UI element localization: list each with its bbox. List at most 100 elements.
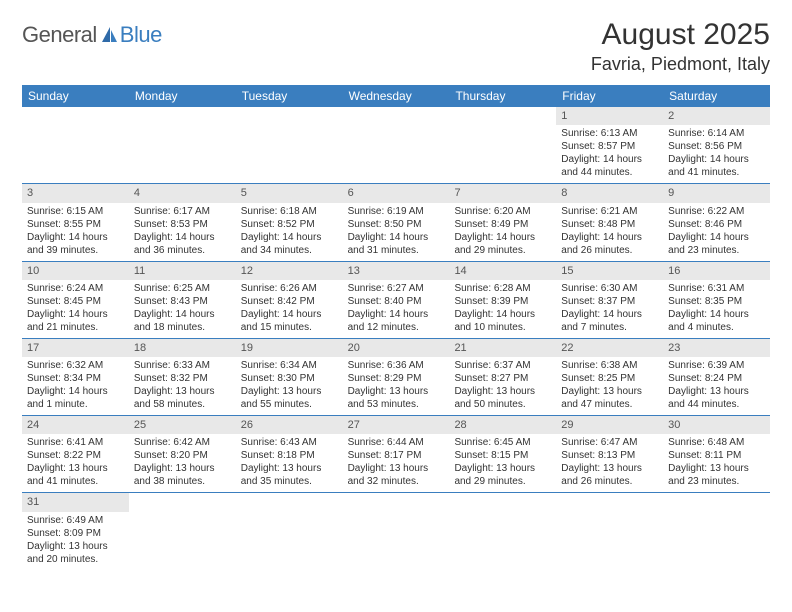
day-info: Sunrise: 6:41 AMSunset: 8:22 PMDaylight:…: [22, 434, 129, 492]
day-cell: 5Sunrise: 6:18 AMSunset: 8:52 PMDaylight…: [236, 184, 343, 260]
daylight-text: Daylight: 13 hours and 35 minutes.: [241, 462, 338, 488]
day-header-wed: Wednesday: [343, 85, 450, 107]
day-cell: 16Sunrise: 6:31 AMSunset: 8:35 PMDayligh…: [663, 262, 770, 338]
day-info: Sunrise: 6:19 AMSunset: 8:50 PMDaylight:…: [343, 203, 450, 261]
daylight-text: Daylight: 14 hours and 31 minutes.: [348, 231, 445, 257]
day-cell: 22Sunrise: 6:38 AMSunset: 8:25 PMDayligh…: [556, 339, 663, 415]
day-info: Sunrise: 6:45 AMSunset: 8:15 PMDaylight:…: [449, 434, 556, 492]
sunset-text: Sunset: 8:09 PM: [27, 527, 124, 540]
day-info: Sunrise: 6:34 AMSunset: 8:30 PMDaylight:…: [236, 357, 343, 415]
daylight-text: Daylight: 13 hours and 58 minutes.: [134, 385, 231, 411]
day-cell: [343, 493, 450, 569]
day-number: 18: [129, 339, 236, 357]
month-title: August 2025: [591, 18, 770, 52]
sunset-text: Sunset: 8:42 PM: [241, 295, 338, 308]
daylight-text: Daylight: 13 hours and 29 minutes.: [454, 462, 551, 488]
day-info: Sunrise: 6:25 AMSunset: 8:43 PMDaylight:…: [129, 280, 236, 338]
day-cell: [449, 107, 556, 183]
daylight-text: Daylight: 13 hours and 23 minutes.: [668, 462, 765, 488]
calendar: Sunday Monday Tuesday Wednesday Thursday…: [22, 85, 770, 570]
day-cell: 30Sunrise: 6:48 AMSunset: 8:11 PMDayligh…: [663, 416, 770, 492]
sunrise-text: Sunrise: 6:13 AM: [561, 127, 658, 140]
week-row: 31Sunrise: 6:49 AMSunset: 8:09 PMDayligh…: [22, 493, 770, 569]
daylight-text: Daylight: 13 hours and 20 minutes.: [27, 540, 124, 566]
sunset-text: Sunset: 8:18 PM: [241, 449, 338, 462]
sunrise-text: Sunrise: 6:14 AM: [668, 127, 765, 140]
day-cell: 11Sunrise: 6:25 AMSunset: 8:43 PMDayligh…: [129, 262, 236, 338]
daylight-text: Daylight: 14 hours and 23 minutes.: [668, 231, 765, 257]
sunset-text: Sunset: 8:30 PM: [241, 372, 338, 385]
day-info: Sunrise: 6:38 AMSunset: 8:25 PMDaylight:…: [556, 357, 663, 415]
daylight-text: Daylight: 14 hours and 41 minutes.: [668, 153, 765, 179]
daylight-text: Daylight: 14 hours and 21 minutes.: [27, 308, 124, 334]
sunrise-text: Sunrise: 6:32 AM: [27, 359, 124, 372]
sunrise-text: Sunrise: 6:24 AM: [27, 282, 124, 295]
logo-text-general: General: [22, 22, 97, 48]
day-number: 1: [556, 107, 663, 125]
page-header: General Blue August 2025 Favria, Piedmon…: [22, 18, 770, 75]
day-cell: 20Sunrise: 6:36 AMSunset: 8:29 PMDayligh…: [343, 339, 450, 415]
daylight-text: Daylight: 14 hours and 12 minutes.: [348, 308, 445, 334]
day-number: 5: [236, 184, 343, 202]
day-info: Sunrise: 6:47 AMSunset: 8:13 PMDaylight:…: [556, 434, 663, 492]
daylight-text: Daylight: 14 hours and 34 minutes.: [241, 231, 338, 257]
day-number: 6: [343, 184, 450, 202]
daylight-text: Daylight: 13 hours and 50 minutes.: [454, 385, 551, 411]
day-info: Sunrise: 6:30 AMSunset: 8:37 PMDaylight:…: [556, 280, 663, 338]
day-info: Sunrise: 6:39 AMSunset: 8:24 PMDaylight:…: [663, 357, 770, 415]
sunrise-text: Sunrise: 6:21 AM: [561, 205, 658, 218]
day-header-fri: Friday: [556, 85, 663, 107]
sail-icon: [99, 25, 119, 45]
sunset-text: Sunset: 8:43 PM: [134, 295, 231, 308]
day-number: 2: [663, 107, 770, 125]
day-cell: [22, 107, 129, 183]
day-number: 13: [343, 262, 450, 280]
day-info: Sunrise: 6:21 AMSunset: 8:48 PMDaylight:…: [556, 203, 663, 261]
daylight-text: Daylight: 14 hours and 4 minutes.: [668, 308, 765, 334]
day-cell: [129, 493, 236, 569]
sunset-text: Sunset: 8:50 PM: [348, 218, 445, 231]
day-info: Sunrise: 6:32 AMSunset: 8:34 PMDaylight:…: [22, 357, 129, 415]
week-row: 1Sunrise: 6:13 AMSunset: 8:57 PMDaylight…: [22, 107, 770, 184]
sunset-text: Sunset: 8:35 PM: [668, 295, 765, 308]
daylight-text: Daylight: 14 hours and 26 minutes.: [561, 231, 658, 257]
day-cell: 6Sunrise: 6:19 AMSunset: 8:50 PMDaylight…: [343, 184, 450, 260]
day-cell: 12Sunrise: 6:26 AMSunset: 8:42 PMDayligh…: [236, 262, 343, 338]
sunset-text: Sunset: 8:49 PM: [454, 218, 551, 231]
sunset-text: Sunset: 8:13 PM: [561, 449, 658, 462]
sunset-text: Sunset: 8:24 PM: [668, 372, 765, 385]
day-info: Sunrise: 6:20 AMSunset: 8:49 PMDaylight:…: [449, 203, 556, 261]
weeks-container: 1Sunrise: 6:13 AMSunset: 8:57 PMDaylight…: [22, 107, 770, 570]
day-info: Sunrise: 6:22 AMSunset: 8:46 PMDaylight:…: [663, 203, 770, 261]
day-header-thu: Thursday: [449, 85, 556, 107]
daylight-text: Daylight: 13 hours and 38 minutes.: [134, 462, 231, 488]
day-cell: 19Sunrise: 6:34 AMSunset: 8:30 PMDayligh…: [236, 339, 343, 415]
day-header-tue: Tuesday: [236, 85, 343, 107]
day-cell: 25Sunrise: 6:42 AMSunset: 8:20 PMDayligh…: [129, 416, 236, 492]
day-cell: 2Sunrise: 6:14 AMSunset: 8:56 PMDaylight…: [663, 107, 770, 183]
day-info: Sunrise: 6:13 AMSunset: 8:57 PMDaylight:…: [556, 125, 663, 183]
day-cell: 7Sunrise: 6:20 AMSunset: 8:49 PMDaylight…: [449, 184, 556, 260]
logo-text-blue: Blue: [120, 22, 162, 48]
day-number: 30: [663, 416, 770, 434]
day-cell: 10Sunrise: 6:24 AMSunset: 8:45 PMDayligh…: [22, 262, 129, 338]
day-header-row: Sunday Monday Tuesday Wednesday Thursday…: [22, 85, 770, 107]
sunrise-text: Sunrise: 6:18 AM: [241, 205, 338, 218]
day-cell: [449, 493, 556, 569]
day-number: 21: [449, 339, 556, 357]
sunrise-text: Sunrise: 6:48 AM: [668, 436, 765, 449]
sunrise-text: Sunrise: 6:15 AM: [27, 205, 124, 218]
day-header-mon: Monday: [129, 85, 236, 107]
sunset-text: Sunset: 8:34 PM: [27, 372, 124, 385]
sunrise-text: Sunrise: 6:41 AM: [27, 436, 124, 449]
sunrise-text: Sunrise: 6:20 AM: [454, 205, 551, 218]
sunrise-text: Sunrise: 6:43 AM: [241, 436, 338, 449]
sunrise-text: Sunrise: 6:39 AM: [668, 359, 765, 372]
sunrise-text: Sunrise: 6:47 AM: [561, 436, 658, 449]
daylight-text: Daylight: 14 hours and 15 minutes.: [241, 308, 338, 334]
day-cell: [343, 107, 450, 183]
day-cell: 26Sunrise: 6:43 AMSunset: 8:18 PMDayligh…: [236, 416, 343, 492]
day-info: Sunrise: 6:26 AMSunset: 8:42 PMDaylight:…: [236, 280, 343, 338]
day-info: Sunrise: 6:44 AMSunset: 8:17 PMDaylight:…: [343, 434, 450, 492]
daylight-text: Daylight: 14 hours and 44 minutes.: [561, 153, 658, 179]
